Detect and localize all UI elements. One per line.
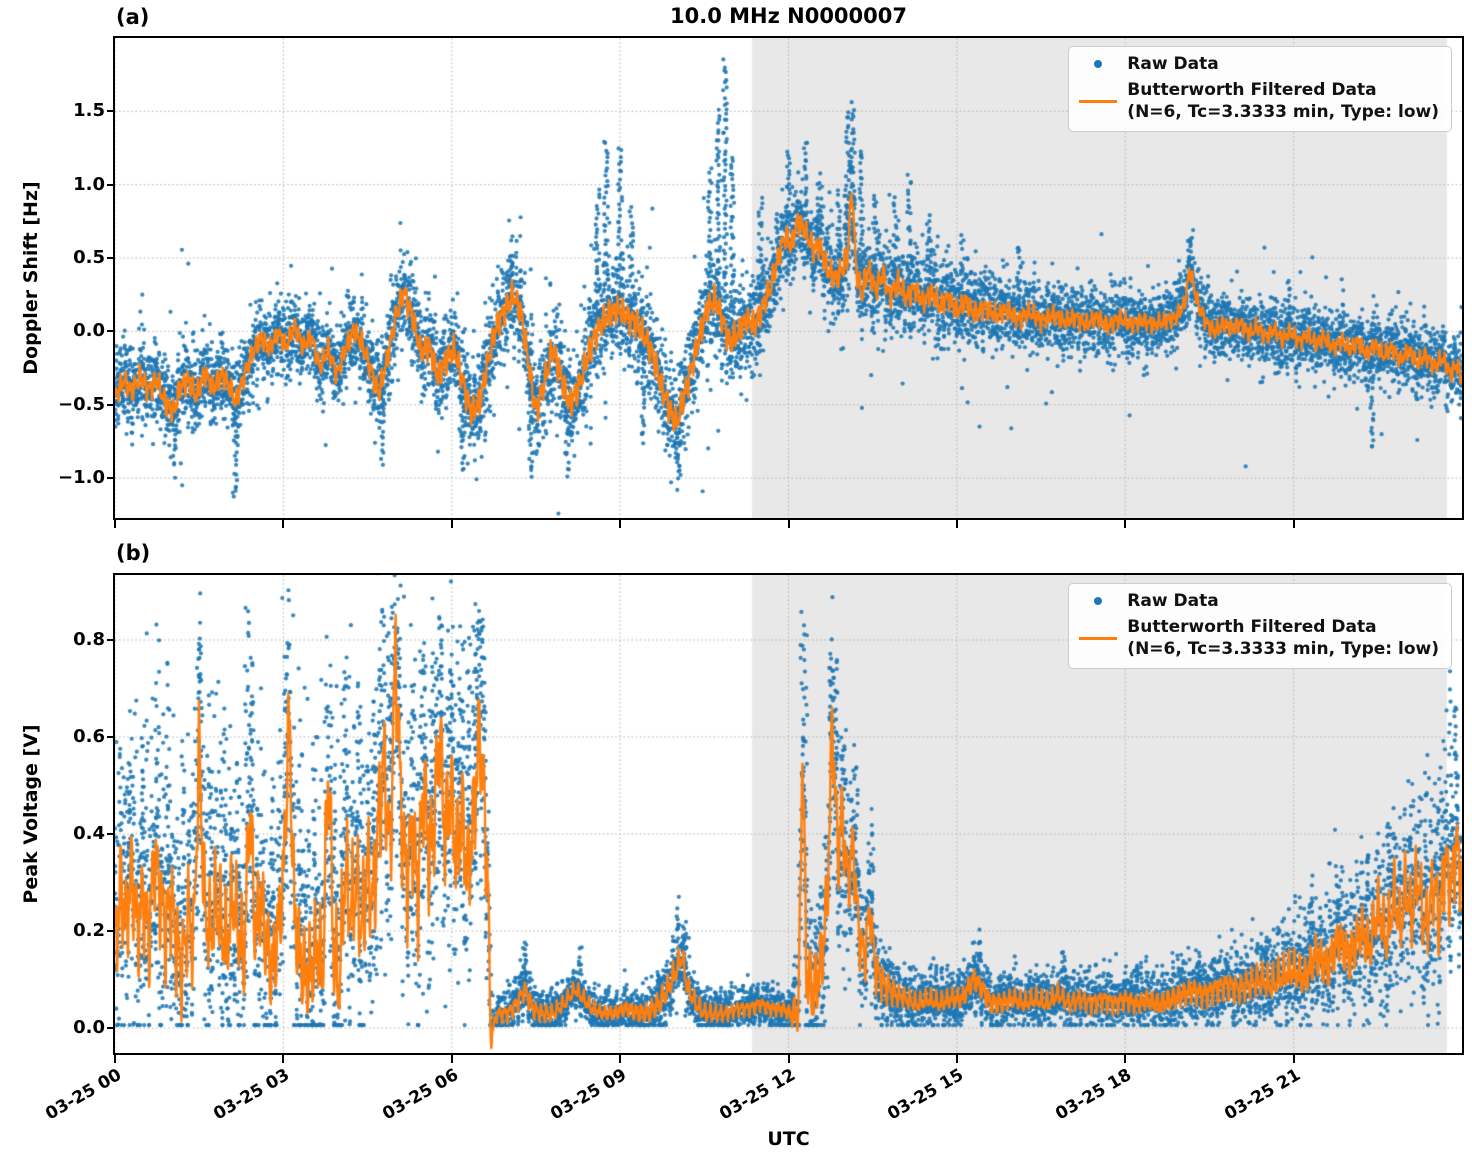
panel-a-label: (a) (116, 5, 150, 29)
x-tick-mark (1292, 520, 1295, 528)
x-tick-mark (282, 1055, 285, 1063)
y-tick-mark (107, 833, 115, 835)
y-tick-label: 1.5 (73, 100, 105, 122)
x-tick-mark (282, 520, 285, 528)
y-axis-label-b: Peak Voltage [V] (20, 724, 42, 904)
x-tick-mark (619, 520, 622, 528)
x-tick-mark (1292, 1055, 1295, 1063)
y-tick-mark (107, 736, 115, 738)
y-tick-label: 0.6 (73, 726, 105, 747)
legend-filtered-label: Butterworth Filtered Data (N=6, Tc=3.3333… (1127, 617, 1439, 660)
raw-data-marker (1069, 60, 1127, 69)
y-tick-mark (107, 638, 115, 641)
plot-area-b: Raw Data Butterworth Filtered Data (N=6, … (113, 573, 1464, 1055)
y-tick-mark (107, 183, 115, 186)
x-tick-mark (1124, 1055, 1127, 1063)
x-tick-mark (787, 520, 790, 528)
y-tick-mark (107, 110, 115, 113)
legend-item-filtered: Butterworth Filtered Data (N=6, Tc=3.3333… (1069, 79, 1439, 123)
x-tick-mark (114, 520, 116, 528)
y-tick-label: −1.0 (58, 467, 105, 489)
x-tick-mark (114, 1055, 116, 1063)
x-tick-mark (1124, 520, 1127, 528)
y-tick-mark (107, 1027, 115, 1030)
line-sample-icon (1079, 99, 1118, 103)
x-tick-mark (955, 520, 958, 528)
y-tick-label: 1.0 (73, 173, 105, 195)
scatter-dot-icon (1094, 60, 1103, 69)
legend-raw-label: Raw Data (1127, 54, 1219, 74)
chart-title: 10.0 MHz N0000007 (670, 4, 907, 28)
y-tick-mark (107, 477, 115, 480)
line-sample-icon (1079, 636, 1118, 640)
legend-a: Raw Data Butterworth Filtered Data (N=6, … (1068, 46, 1452, 133)
x-axis-label: UTC (767, 1128, 810, 1150)
x-tick-mark (955, 1055, 958, 1063)
y-tick-label: 0.4 (73, 823, 105, 844)
legend-filtered-label: Butterworth Filtered Data (N=6, Tc=3.3333… (1127, 80, 1439, 123)
y-axis-label-a: Doppler Shift [Hz] (20, 181, 42, 375)
x-tick-mark (619, 1055, 622, 1063)
legend-b: Raw Data Butterworth Filtered Data (N=6, … (1068, 583, 1452, 670)
y-tick-label: 0.5 (73, 247, 105, 269)
panel-b-label: (b) (116, 541, 151, 565)
y-tick-label: 0.2 (73, 920, 105, 941)
scatter-dot-icon (1094, 597, 1103, 606)
y-tick-mark (107, 330, 115, 333)
y-tick-label: 0.8 (73, 628, 105, 650)
legend-item-filtered: Butterworth Filtered Data (N=6, Tc=3.3333… (1069, 616, 1439, 660)
filtered-line-marker (1069, 99, 1127, 103)
plot-area-a: Raw Data Butterworth Filtered Data (N=6, … (113, 36, 1464, 520)
y-tick-label: 0.0 (73, 320, 105, 342)
y-tick-mark (107, 930, 115, 932)
x-tick-mark (787, 1055, 790, 1063)
x-tick-label: 03-25 21 (1074, 1065, 1304, 1124)
y-tick-label: 0.0 (73, 1017, 105, 1039)
raw-data-marker (1069, 597, 1127, 606)
legend-item-raw: Raw Data (1069, 590, 1439, 612)
y-tick-mark (107, 403, 115, 406)
x-tick-label-text: 03-25 21 (1220, 1065, 1304, 1125)
legend-raw-label: Raw Data (1127, 591, 1219, 611)
y-tick-label: −0.5 (58, 393, 105, 415)
x-tick-mark (450, 520, 453, 528)
legend-item-raw: Raw Data (1069, 53, 1439, 75)
y-tick-mark (107, 257, 115, 260)
filtered-line-marker (1069, 636, 1127, 640)
x-tick-mark (450, 1055, 453, 1063)
